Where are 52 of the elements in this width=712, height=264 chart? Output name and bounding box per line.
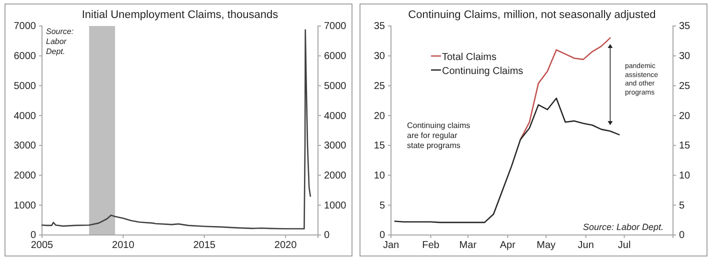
y-tick-label: 35: [374, 21, 386, 32]
y2-tick-label: 0: [324, 230, 330, 242]
y-tick-label: 25: [374, 80, 386, 92]
x-tick-label: Jan: [382, 240, 400, 252]
y2-tick-label: 5000: [324, 80, 347, 92]
x-tick-label: 2010: [112, 240, 135, 252]
y-tick-label: 10: [374, 170, 386, 182]
y-tick-label: 1000: [14, 200, 36, 212]
x-tick-label: 2005: [30, 240, 54, 252]
annotation: Continuing claims are for regular state programs: [407, 121, 470, 150]
x-tick-label: May: [536, 240, 556, 252]
chart-title: Initial Unemployment Claims, thousands: [82, 9, 279, 21]
y-tick-label: 0: [379, 230, 386, 242]
y-tick-label: 5000: [14, 80, 36, 92]
line-series: [41, 29, 312, 230]
x-tick-label: Apr: [500, 240, 516, 252]
y2-tick-label: 0: [679, 230, 685, 242]
y-tick-label: 20: [374, 110, 386, 122]
y-tick-label: 30: [374, 51, 386, 62]
x-tick-label: 2020: [274, 240, 298, 252]
y2-tick-label: 1000: [324, 200, 347, 212]
legend-label: Continuing Claims: [442, 66, 524, 77]
annotation: Source: Labor Dept.: [46, 27, 74, 56]
line-series: [394, 98, 620, 224]
y-tick-label: 7000: [14, 21, 36, 32]
y2-tick-label: 6000: [324, 51, 347, 62]
y-tick-label: 6000: [14, 51, 36, 62]
x-tick-label: Mar: [459, 240, 478, 252]
x-tick-label: 2015: [193, 240, 216, 252]
y2-tick-label: 30: [679, 51, 691, 62]
y-tick-label: 2000: [14, 170, 36, 182]
annotation: Source: Labor Dept.: [583, 222, 664, 232]
y2-tick-label: 35: [679, 21, 691, 32]
y-tick-label: 3000: [14, 140, 36, 152]
y2-tick-label: 3000: [324, 140, 347, 152]
x-tick-label: Jul: [618, 240, 631, 252]
y2-tick-label: 5: [679, 200, 685, 212]
x-tick-label: Feb: [422, 240, 440, 252]
y2-tick-label: 20: [679, 110, 691, 122]
x-tick-label: Jun: [578, 240, 594, 252]
y-tick-label: 15: [374, 140, 386, 152]
y2-tick-label: 10: [679, 170, 691, 182]
y2-tick-label: 2000: [324, 170, 347, 182]
y-tick-label: 5: [379, 200, 386, 212]
legend-label: Total Claims: [442, 52, 496, 63]
y-tick-label: 0: [30, 230, 36, 242]
y-tick-label: 4000: [14, 110, 36, 122]
y2-tick-label: 4000: [324, 110, 347, 122]
chart-title: Continuing Claims, million, not seasonally adjusted: [408, 9, 656, 21]
y2-tick-label: 15: [679, 140, 691, 152]
y2-tick-label: 7000: [324, 21, 347, 32]
y2-tick-label: 25: [679, 80, 691, 92]
